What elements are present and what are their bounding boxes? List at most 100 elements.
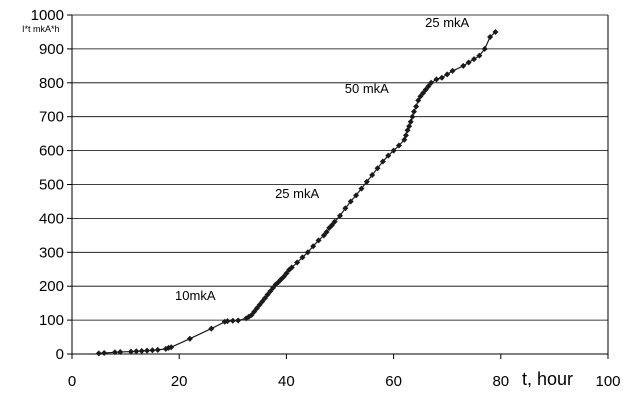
data-point bbox=[342, 205, 349, 212]
data-point bbox=[111, 349, 118, 356]
annotation-label: 25 mkA bbox=[275, 186, 319, 201]
data-point bbox=[294, 259, 301, 266]
data-point bbox=[235, 317, 242, 324]
data-point bbox=[407, 118, 414, 125]
x-tick-label: 100 bbox=[595, 373, 620, 390]
data-point bbox=[444, 71, 451, 78]
data-point bbox=[402, 132, 409, 139]
y-tick-label: 800 bbox=[39, 75, 64, 92]
data-point bbox=[270, 284, 276, 291]
data-point bbox=[320, 232, 327, 239]
data-point bbox=[481, 45, 488, 52]
data-point bbox=[428, 79, 435, 86]
x-axis-label: t, hour bbox=[522, 369, 573, 389]
data-point bbox=[415, 97, 422, 104]
x-tick-label: 0 bbox=[68, 373, 76, 390]
annotation-label: 10mkA bbox=[175, 288, 216, 303]
data-point bbox=[409, 113, 416, 120]
data-point bbox=[492, 28, 499, 35]
data-point bbox=[395, 142, 402, 149]
data-point bbox=[138, 347, 145, 354]
y-tick-label: 900 bbox=[39, 41, 64, 58]
data-point bbox=[425, 83, 432, 90]
data-point bbox=[168, 344, 175, 351]
data-point bbox=[487, 34, 494, 41]
series bbox=[95, 28, 499, 357]
data-point bbox=[406, 123, 413, 130]
data-point bbox=[379, 158, 386, 165]
x-tick-label: 80 bbox=[492, 373, 509, 390]
data-point bbox=[259, 298, 266, 305]
data-point bbox=[337, 212, 343, 219]
y-tick-label: 300 bbox=[39, 244, 64, 261]
data-point bbox=[410, 108, 417, 115]
data-point bbox=[385, 152, 392, 159]
data-point bbox=[369, 172, 376, 179]
data-point bbox=[101, 349, 108, 356]
data-point bbox=[374, 165, 381, 172]
x-tick-labels: 0 20 40 60 80 100 bbox=[68, 373, 621, 390]
data-point bbox=[323, 228, 330, 235]
y-tick-label: 500 bbox=[39, 177, 64, 194]
data-point bbox=[390, 147, 397, 154]
data-point bbox=[95, 350, 102, 357]
data-point bbox=[315, 237, 322, 244]
data-point bbox=[420, 89, 427, 96]
data-point bbox=[476, 52, 483, 59]
data-point bbox=[353, 192, 360, 199]
x-tick-label: 20 bbox=[171, 373, 188, 390]
data-point bbox=[331, 218, 338, 225]
data-point bbox=[154, 346, 161, 353]
data-point bbox=[363, 178, 370, 185]
data-point bbox=[288, 264, 295, 271]
x-tick-label: 40 bbox=[278, 373, 295, 390]
data-point bbox=[413, 103, 420, 110]
gridlines bbox=[67, 14, 609, 359]
data-point bbox=[256, 301, 263, 308]
annotations: 10mkA 25 mkA 50 mkA 25 mkA bbox=[175, 15, 470, 303]
y-axis-label: I*t mkA*h bbox=[22, 24, 60, 34]
data-point bbox=[248, 312, 255, 319]
y-tick-label: 400 bbox=[39, 210, 64, 227]
data-point bbox=[404, 127, 411, 134]
data-point bbox=[347, 198, 354, 205]
y-tick-label: 600 bbox=[39, 143, 64, 160]
data-point bbox=[261, 295, 268, 302]
annotation-label: 50 mkA bbox=[345, 81, 389, 96]
data-point bbox=[328, 222, 335, 229]
data-point bbox=[417, 93, 424, 100]
data-point bbox=[117, 348, 124, 355]
data-point bbox=[224, 318, 231, 325]
data-point bbox=[299, 254, 306, 261]
data-point bbox=[280, 273, 287, 280]
y-tick-label: 200 bbox=[39, 278, 64, 295]
annotation-label: 25 mkA bbox=[425, 15, 469, 30]
data-point bbox=[310, 243, 317, 250]
data-point bbox=[401, 136, 408, 143]
y-tick-label: 1000 bbox=[31, 7, 64, 24]
data-point bbox=[449, 67, 456, 74]
data-point bbox=[251, 308, 258, 315]
data-point bbox=[229, 317, 236, 324]
data-point bbox=[133, 348, 140, 355]
data-point bbox=[264, 291, 271, 298]
data-point bbox=[144, 347, 151, 354]
data-point bbox=[433, 76, 440, 83]
data-point bbox=[149, 347, 156, 354]
data-point bbox=[422, 86, 429, 93]
data-point bbox=[471, 56, 477, 63]
data-point bbox=[253, 305, 260, 312]
data-point bbox=[283, 270, 290, 277]
data-point bbox=[438, 74, 445, 81]
data-point bbox=[358, 185, 365, 192]
y-tick-label: 700 bbox=[39, 109, 64, 126]
x-tick-label: 60 bbox=[385, 373, 402, 390]
y-tick-label: 100 bbox=[39, 312, 64, 329]
data-point bbox=[267, 288, 274, 295]
data-point bbox=[465, 59, 472, 66]
data-point bbox=[304, 249, 311, 256]
data-point bbox=[127, 348, 134, 355]
data-point bbox=[208, 325, 215, 332]
